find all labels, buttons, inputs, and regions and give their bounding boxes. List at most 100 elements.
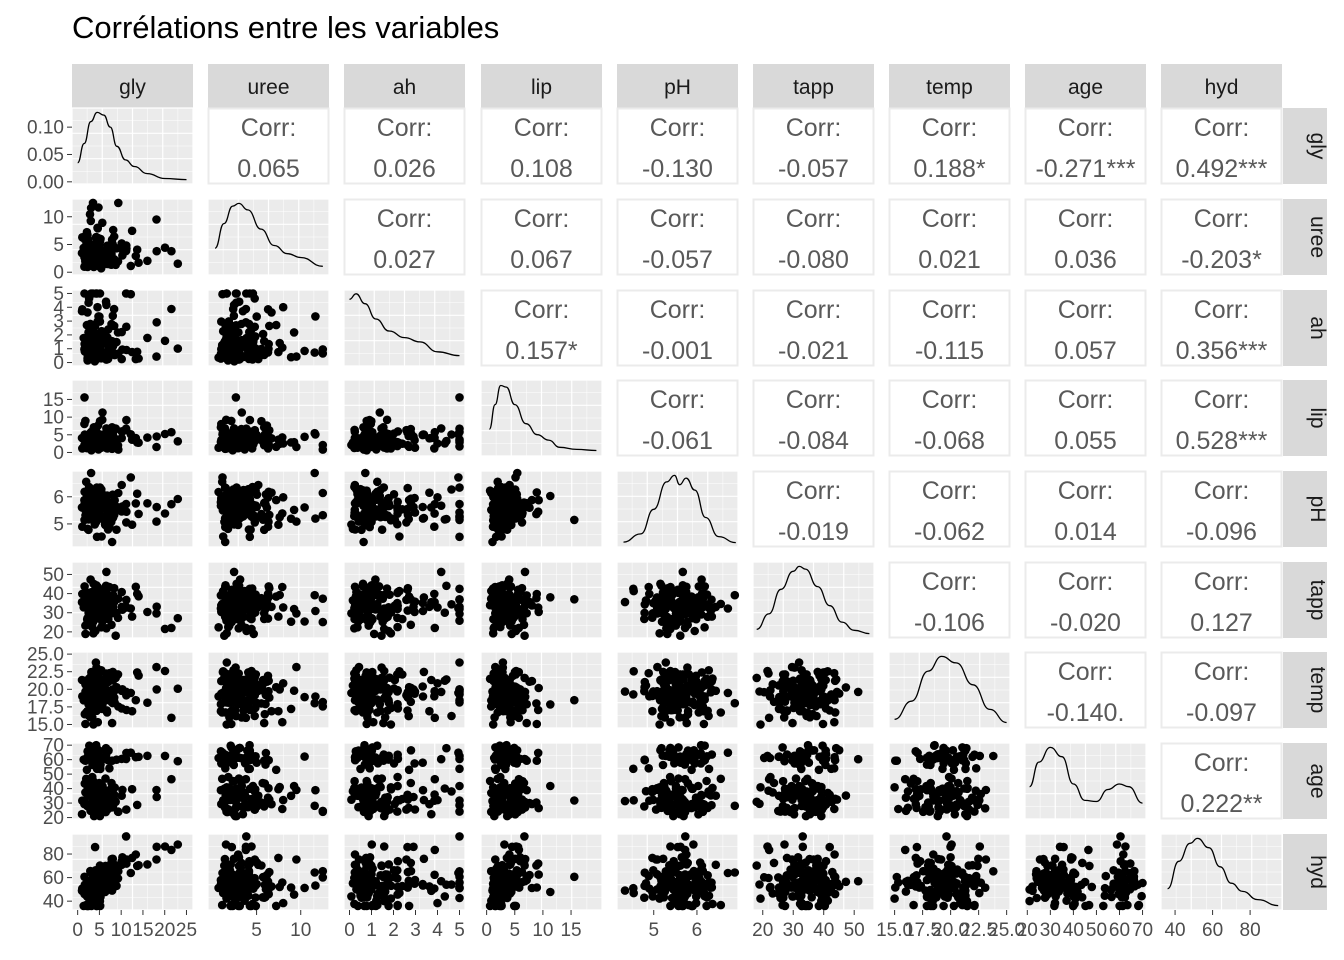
data-point: [640, 608, 649, 618]
data-point: [229, 607, 239, 617]
data-point: [224, 783, 233, 792]
data-point: [533, 705, 543, 715]
column-strip-uree: [208, 64, 329, 108]
data-point: [167, 774, 176, 784]
data-point: [250, 805, 259, 814]
data-point: [418, 758, 428, 767]
data-point: [267, 706, 276, 716]
data-point: [689, 595, 699, 604]
data-point: [830, 717, 839, 727]
data-point: [300, 752, 309, 761]
data-point: [494, 520, 503, 529]
data-point: [527, 601, 537, 610]
scatter-panel-temp-ah: [343, 651, 466, 729]
data-point: [498, 677, 508, 687]
data-point: [666, 776, 676, 786]
data-point: [674, 743, 683, 752]
data-point: [286, 791, 296, 801]
data-point: [697, 683, 706, 692]
data-point: [318, 594, 328, 603]
data-point: [652, 593, 662, 602]
data-point: [250, 501, 259, 511]
data-point: [292, 517, 301, 526]
data-point: [406, 429, 416, 438]
scatter-panel-lip-uree: [207, 379, 330, 457]
data-point: [894, 804, 903, 814]
data-point: [657, 743, 666, 753]
data-point: [225, 670, 234, 679]
data-point: [816, 699, 826, 709]
corr-label: Corr:: [922, 386, 978, 414]
data-point: [134, 671, 143, 680]
data-point: [300, 692, 309, 702]
corr-panel-gly-lip: [480, 107, 603, 185]
data-point: [522, 591, 531, 600]
data-point: [403, 440, 413, 450]
data-point: [300, 432, 309, 442]
data-point: [318, 440, 328, 450]
corr-label: Corr:: [1058, 114, 1114, 142]
data-point: [653, 662, 662, 672]
data-point: [501, 483, 510, 492]
data-point: [436, 424, 446, 433]
data-point: [132, 489, 142, 499]
data-point: [82, 765, 92, 775]
data-point: [667, 597, 677, 606]
data-point: [318, 488, 328, 498]
data-point: [418, 692, 428, 701]
data-point: [111, 631, 120, 640]
data-point: [232, 289, 241, 298]
data-point: [780, 684, 789, 693]
data-point: [645, 589, 654, 599]
data-point: [350, 784, 360, 793]
scatter-panel-pH-gly: [71, 468, 194, 548]
data-point: [532, 589, 542, 599]
corr-value-pH-tapp: -0.019: [778, 518, 849, 546]
data-point: [80, 709, 90, 719]
corr-value-tapp-hyd: 0.127: [1190, 609, 1253, 637]
data-point: [373, 591, 383, 600]
data-point: [82, 614, 92, 624]
data-point: [110, 595, 119, 605]
data-point: [289, 686, 299, 695]
row-strip-gly: [1283, 108, 1327, 184]
data-point: [436, 687, 446, 697]
data-point: [512, 494, 522, 504]
data-point: [383, 706, 393, 715]
data-point: [95, 491, 105, 501]
data-point: [769, 778, 779, 788]
data-point: [818, 796, 828, 805]
data-point: [683, 779, 693, 788]
data-point: [93, 302, 102, 312]
data-point: [250, 294, 259, 303]
data-point: [716, 774, 726, 784]
data-point: [96, 760, 105, 769]
data-point: [110, 783, 119, 792]
data-point: [134, 509, 143, 519]
data-point: [81, 511, 90, 520]
data-point: [488, 629, 498, 638]
data-point: [501, 760, 511, 769]
data-point: [689, 746, 699, 755]
data-point: [86, 595, 95, 604]
scatter-panel-age-uree: [207, 740, 330, 821]
data-point: [372, 741, 382, 750]
data-point: [93, 257, 102, 267]
data-point: [113, 807, 123, 816]
data-point: [127, 612, 137, 621]
data-point: [91, 289, 101, 298]
data-point: [103, 600, 113, 609]
corr-label: Corr:: [514, 205, 570, 233]
scatter-panel-tapp-uree: [207, 561, 330, 640]
data-point: [433, 603, 442, 612]
data-point: [95, 346, 105, 356]
data-point: [286, 617, 296, 626]
data-point: [393, 699, 402, 709]
data-point: [652, 783, 662, 793]
data-point: [661, 681, 671, 690]
data-point: [243, 700, 253, 710]
data-point: [113, 441, 123, 450]
column-strip-ah: [344, 64, 465, 108]
data-point: [271, 320, 281, 330]
data-point: [788, 718, 797, 728]
